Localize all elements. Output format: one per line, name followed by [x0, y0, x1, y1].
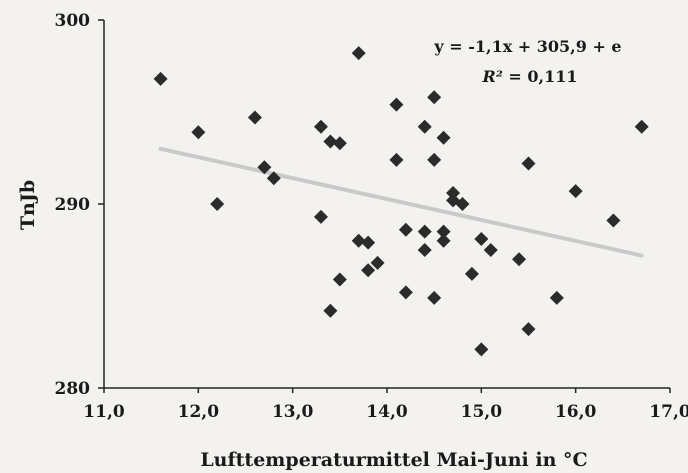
data-point: [389, 97, 404, 112]
x-tick-label: 15,0: [461, 402, 503, 422]
x-tick-label: 12,0: [178, 402, 220, 422]
data-point: [521, 156, 536, 171]
data-point: [455, 197, 470, 211]
y-axis-title: TnJb: [17, 180, 39, 230]
data-point: [351, 233, 366, 248]
data-point: [483, 243, 498, 257]
data-point: [332, 272, 347, 287]
data-point: [634, 119, 649, 134]
trendline: [158, 146, 644, 258]
data-point: [313, 209, 328, 224]
data-point: [191, 125, 206, 140]
data-point: [417, 224, 432, 239]
trendline-group: [158, 146, 644, 258]
y-tick-label: 290: [55, 195, 91, 215]
data-point: [257, 160, 272, 175]
x-tick-label: 14,0: [366, 402, 408, 422]
data-point: [512, 252, 527, 267]
data-point: [398, 222, 413, 237]
data-point: [436, 130, 451, 145]
data-point: [464, 266, 479, 281]
r-squared-value: = 0,111: [503, 67, 578, 86]
data-points: [153, 46, 649, 357]
data-point: [323, 134, 338, 149]
data-point: [417, 119, 432, 134]
y-tick-labels: 280 290 300: [55, 11, 91, 399]
data-point: [266, 171, 281, 186]
data-point: [568, 184, 583, 199]
data-point: [361, 235, 376, 250]
data-point: [389, 152, 404, 167]
data-point: [332, 136, 347, 151]
data-point: [210, 197, 225, 211]
data-point: [521, 322, 536, 337]
data-point: [474, 342, 489, 357]
data-point: [351, 46, 366, 61]
x-tick-label: 16,0: [555, 402, 597, 422]
data-point: [427, 90, 442, 105]
data-point: [370, 255, 385, 270]
data-point: [436, 233, 451, 248]
regression-equation: y = -1,1x + 305,9 + e: [433, 37, 621, 56]
data-point: [417, 243, 432, 257]
data-point: [606, 213, 621, 228]
x-tick-labels: 11,0 12,0 13,0 14,0 15,0 16,0 17,0: [83, 402, 688, 422]
x-tick-label: 13,0: [272, 402, 314, 422]
data-point: [427, 152, 442, 167]
data-point: [549, 290, 564, 305]
data-point: [247, 110, 262, 125]
data-point: [398, 285, 413, 300]
data-point: [446, 185, 461, 200]
data-point: [427, 290, 442, 305]
data-point: [361, 263, 376, 278]
r-squared-symbol: R²: [482, 67, 503, 86]
axes: [98, 19, 671, 393]
data-point: [436, 224, 451, 239]
r-squared-annotation: R² = 0,111: [482, 67, 578, 86]
data-point: [474, 231, 489, 246]
x-axis-title: Lufttemperaturmittel Mai-Juni in °C: [200, 449, 587, 471]
y-tick-label: 280: [55, 379, 91, 399]
x-tick-label: 11,0: [83, 402, 125, 422]
data-point: [313, 119, 328, 134]
data-point: [153, 71, 168, 86]
x-tick-label: 17,0: [649, 402, 688, 422]
y-tick-label: 300: [55, 11, 91, 31]
data-point: [323, 303, 338, 318]
